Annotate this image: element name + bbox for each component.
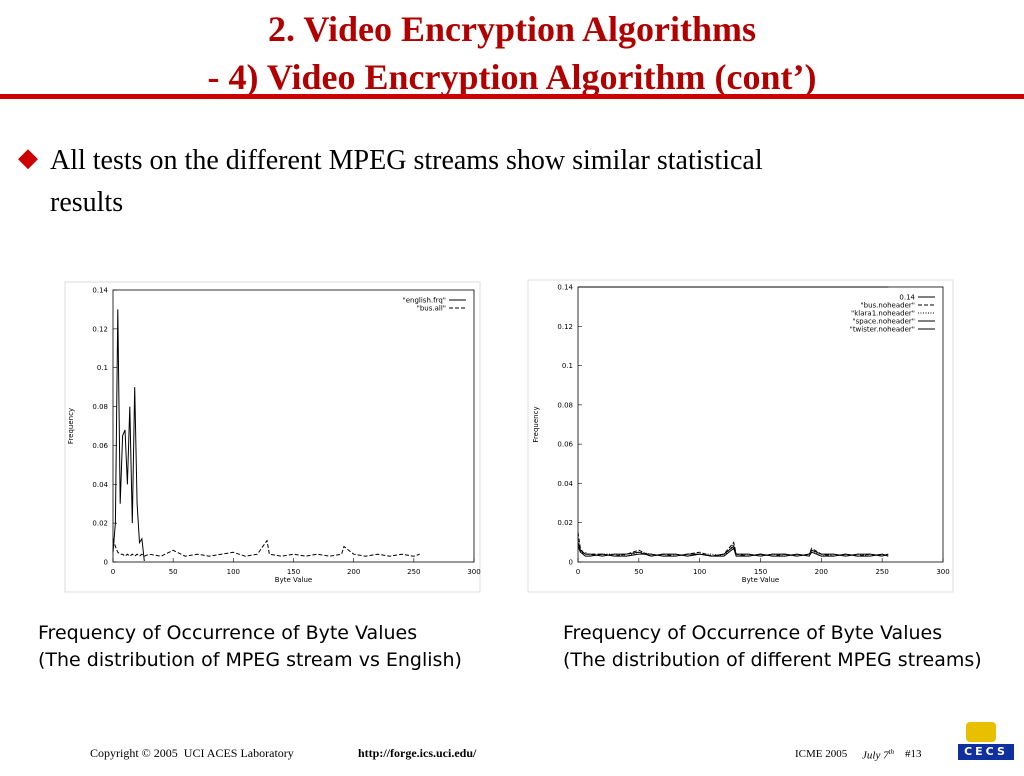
x-axis-label: Byte Value	[742, 576, 779, 584]
caption: (The distribution of different MPEG stre…	[563, 649, 982, 671]
y-tick-label: 0	[569, 559, 573, 567]
legend-label: 0.14	[899, 294, 915, 302]
series-line	[112, 309, 145, 562]
y-tick-label: 0.08	[557, 401, 573, 409]
x-tick-label: 50	[634, 568, 643, 576]
logo-figure	[966, 722, 996, 742]
chart-frame	[64, 281, 481, 593]
logo-text: CECS	[958, 744, 1014, 760]
y-axis-label: Frequency	[532, 406, 540, 442]
x-tick-label: 0	[111, 568, 115, 576]
y-tick-label: 0.06	[557, 441, 573, 449]
x-tick-label: 300	[936, 568, 949, 576]
y-tick-label: 0	[104, 559, 108, 567]
x-tick-label: 50	[169, 568, 178, 576]
x-tick-label: 150	[754, 568, 767, 576]
legend-label: "bus.all"	[417, 305, 446, 313]
y-tick-label: 0.06	[92, 442, 108, 450]
legend-label: "klara1.noheader"	[851, 310, 915, 318]
y-tick-label: 0.08	[92, 403, 108, 411]
y-tick-label: 0.04	[557, 480, 573, 488]
bullet-icon: ◆	[18, 143, 38, 172]
series-line	[577, 546, 889, 557]
x-axis-label: Byte Value	[275, 576, 312, 584]
x-tick-label: 200	[347, 568, 360, 576]
x-tick-label: 150	[287, 568, 300, 576]
series-line	[577, 542, 889, 557]
y-axis-label: Frequency	[67, 408, 75, 444]
date-text: July 7	[862, 749, 889, 762]
legend-label: "twister.noheader"	[850, 326, 915, 334]
plot-area	[112, 289, 475, 563]
bullet-text: results	[50, 187, 124, 218]
y-tick-label: 0.1	[97, 364, 108, 372]
series-line	[112, 538, 420, 557]
y-tick-label: 0.14	[557, 284, 573, 292]
date-sup: th	[888, 748, 895, 756]
y-tick-label: 0.02	[92, 520, 108, 528]
url: http://forge.ics.uci.edu/	[358, 746, 477, 760]
caption: Frequency of Occurrence of Byte Values	[563, 622, 943, 644]
date: July 7th	[862, 748, 894, 762]
y-tick-label: 0.1	[562, 362, 573, 370]
copyright: Copyright © 2005 UCI ACES Laboratory	[90, 746, 294, 760]
legend-label: "english.frq"	[403, 297, 447, 305]
x-tick-label: 200	[815, 568, 828, 576]
caption: Frequency of Occurrence of Byte Values	[38, 622, 418, 644]
title: - 4) Video Encryption Algorithm (cont’)	[207, 57, 817, 97]
x-tick-label: 300	[467, 568, 480, 576]
caption: (The distribution of MPEG stream vs Engl…	[38, 649, 462, 671]
legend-label: "space.noheader"	[852, 318, 915, 326]
legend-label: "bus.noheader"	[860, 302, 915, 310]
x-tick-label: 100	[227, 568, 240, 576]
x-tick-label: 0	[576, 568, 580, 576]
y-tick-label: 0.02	[557, 519, 573, 527]
x-tick-label: 250	[407, 568, 420, 576]
rule	[0, 94, 1024, 99]
x-tick-label: 250	[875, 568, 888, 576]
chart-frame	[527, 279, 954, 593]
bullet-text: All tests on the different MPEG streams …	[50, 145, 763, 176]
x-tick-label: 100	[693, 568, 706, 576]
y-tick-label: 0.12	[92, 325, 108, 333]
y-tick-label: 0.14	[92, 287, 108, 295]
logo: CECS	[958, 722, 1014, 762]
y-tick-label: 0.04	[92, 481, 108, 489]
y-tick-label: 0.12	[557, 323, 573, 331]
page-number: #13	[905, 748, 922, 760]
title: 2. Video Encryption Algorithms	[267, 9, 757, 49]
conference: ICME 2005	[795, 748, 848, 760]
